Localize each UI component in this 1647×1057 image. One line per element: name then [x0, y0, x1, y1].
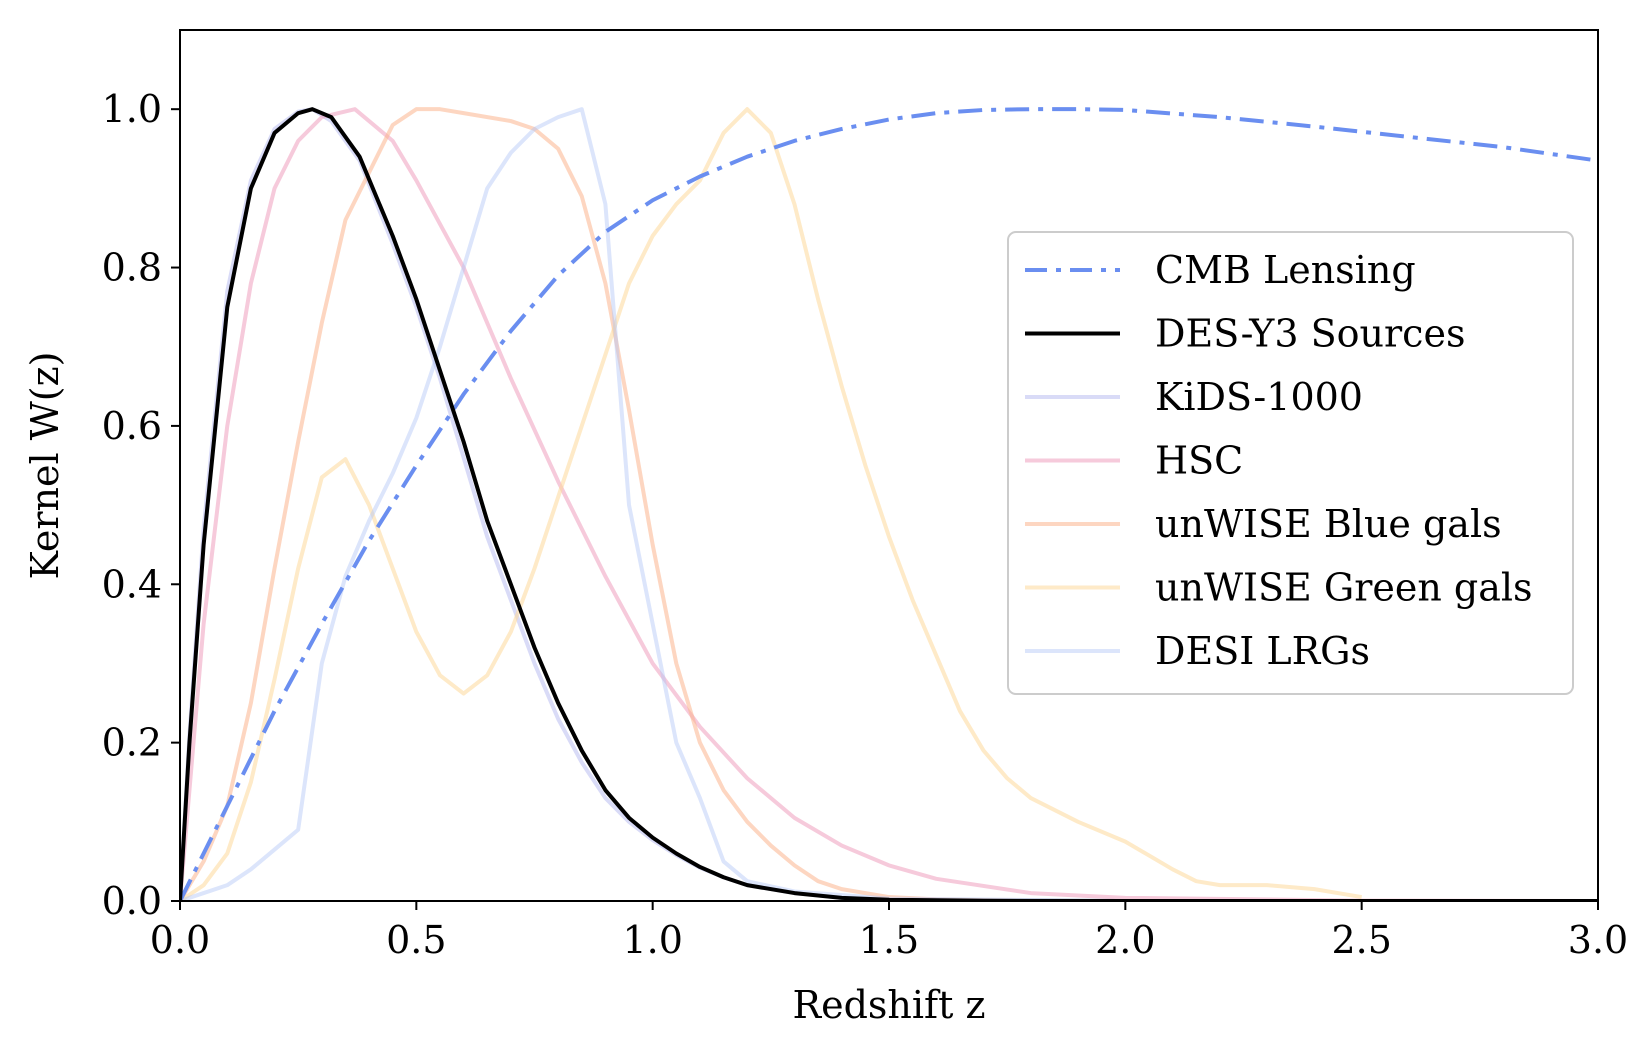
y-tick-label: 0.0: [102, 879, 162, 923]
legend-label: DES-Y3 Sources: [1155, 312, 1465, 356]
x-tick-label: 3.0: [1568, 918, 1628, 962]
x-tick-label: 1.0: [622, 918, 682, 962]
y-tick-label: 1.0: [102, 87, 162, 131]
legend-item-unwise-blue-gals: unWISE Blue gals: [1025, 502, 1502, 546]
legend-item-kids-1000: KiDS-1000: [1025, 375, 1363, 419]
x-tick-label: 0.5: [386, 918, 446, 962]
y-axis-label: Kernel W(z): [23, 352, 67, 580]
series-line-unwise-blue-gals: [180, 107, 1598, 901]
y-tick-label: 0.8: [102, 246, 162, 290]
legend-item-des-y3-sources: DES-Y3 Sources: [1025, 312, 1465, 356]
y-tick-label: 0.4: [102, 562, 162, 606]
legend-label: KiDS-1000: [1155, 375, 1363, 419]
legend-label: unWISE Blue gals: [1155, 502, 1502, 546]
series-line-hsc: [180, 107, 1598, 901]
x-axis-label: Redshift z: [793, 983, 986, 1027]
legend: CMB Lensing DES-Y3 Sources KiDS-1000 HSC unW…: [1007, 231, 1574, 695]
axes-layer: 0.0 0.5 1.0 1.5 2.0 2.5 3.0 0.0 0.2 0.4 0.6 0.8 1.0 R…: [23, 29, 1628, 1027]
legend-label: unWISE Green gals: [1155, 566, 1533, 610]
legend-item-desi-lrgs: DESI LRGs: [1025, 629, 1370, 673]
series-line-desi-lrgs: [180, 107, 1598, 901]
x-tick-label: 1.5: [859, 918, 919, 962]
x-tick-label: 0.0: [150, 918, 210, 962]
y-tick-label: 0.6: [102, 404, 162, 448]
legend-label: DESI LRGs: [1155, 629, 1370, 673]
legend-label: CMB Lensing: [1155, 248, 1416, 292]
legend-item-hsc: HSC: [1025, 439, 1243, 483]
series-line-unwise-green-gals: [180, 107, 1363, 901]
legend-box: [1007, 231, 1574, 695]
legend-item-cmb-lensing: CMB Lensing: [1025, 248, 1416, 292]
legend-item-unwise-green-gals: unWISE Green gals: [1025, 566, 1533, 610]
y-tick-label: 0.2: [102, 721, 162, 765]
x-tick-label: 2.5: [1331, 918, 1391, 962]
series-layer: [180, 107, 1598, 901]
series-line-des-y3-sources: [180, 107, 1598, 901]
legend-label: HSC: [1155, 439, 1243, 483]
series-line-cmb-lensing: [180, 107, 1598, 901]
x-tick-label: 2.0: [1095, 918, 1155, 962]
